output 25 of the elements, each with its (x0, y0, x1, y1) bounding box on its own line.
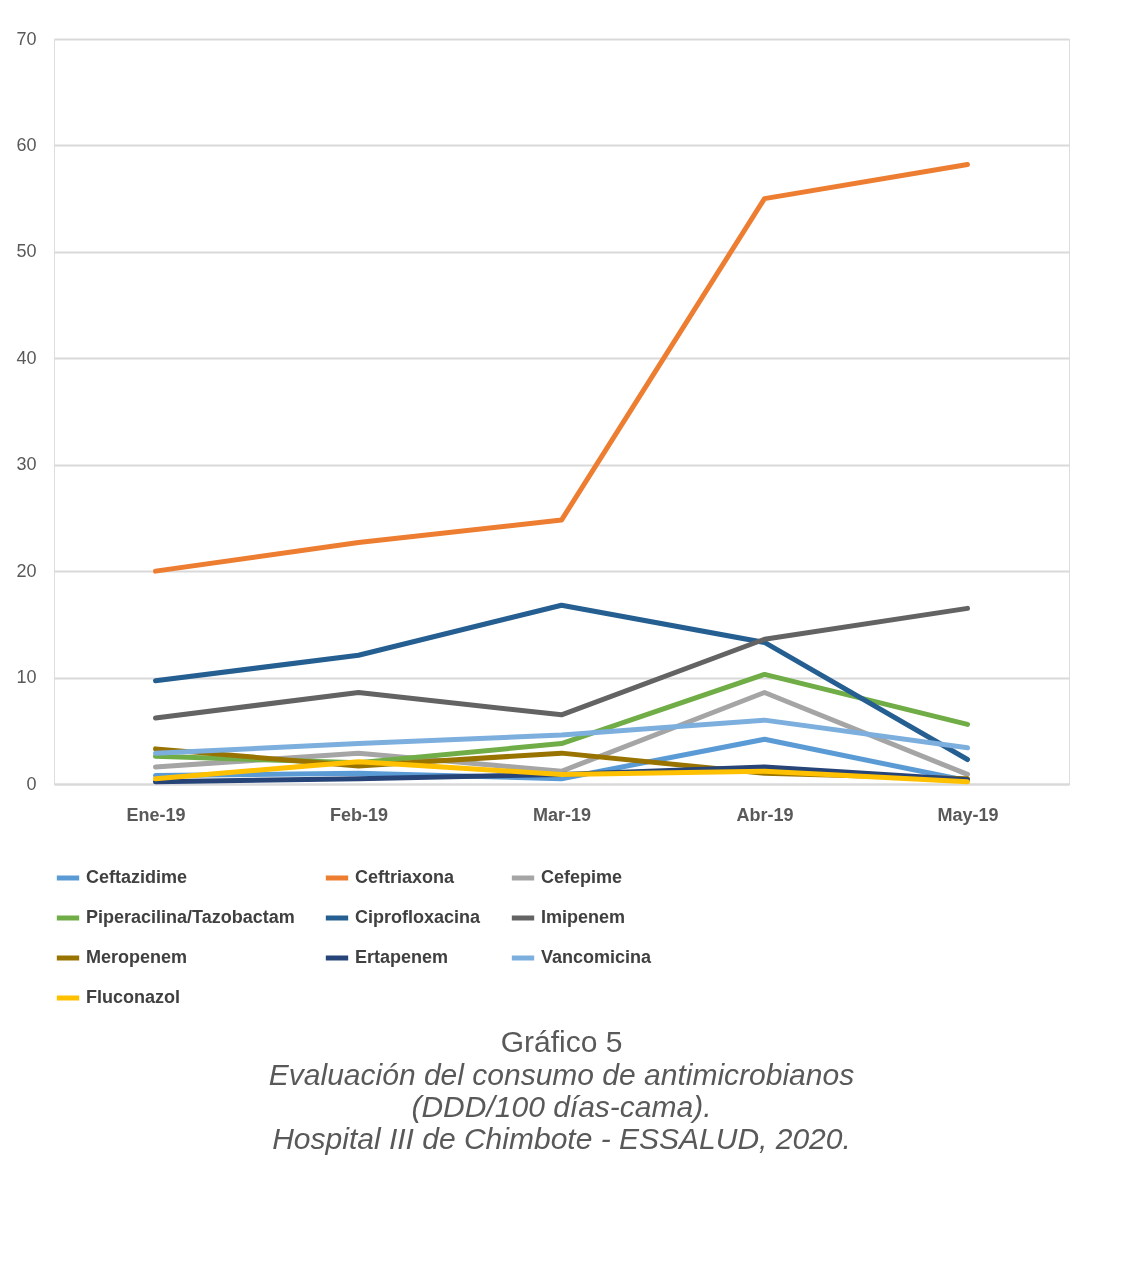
y-tick-label: 20 (16, 560, 37, 581)
legend-label: Vancomicina (541, 947, 653, 967)
y-tick-label: 0 (26, 773, 37, 794)
x-tick-label: Ene-19 (126, 804, 186, 825)
legend-label: Ertapenem (355, 947, 449, 967)
y-tick-label: 70 (16, 28, 37, 49)
text: Evaluación del consumo de antimicrobianos (DDD/100 días-cama). Hospital III de Chimbote - ESSALUD, 2020. (268, 1058, 855, 1155)
legend-label: Fluconazol (86, 987, 180, 1007)
legend-label: Ceftriaxona (355, 867, 456, 887)
legend-label: Ceftazidime (86, 867, 188, 887)
x-tick-label: Mar-19 (532, 804, 592, 825)
x-tick-label: Feb-19 (329, 804, 389, 825)
legend-label: Ciprofloxacina (355, 907, 482, 927)
legend-label: Cefepime (541, 867, 623, 887)
legend-label: Meropenem (86, 947, 188, 967)
y-tick-label: 60 (16, 134, 37, 155)
text: Gráfico 5 (500, 1025, 623, 1058)
x-tick-label: Abr-19 (736, 804, 794, 825)
y-tick-label: 30 (16, 454, 37, 475)
y-tick-label: 40 (16, 347, 37, 368)
y-tick-label: 50 (16, 241, 37, 262)
y-tick-label: 10 (16, 667, 37, 688)
legend-label: Piperacilina/Tazobactam (86, 907, 295, 927)
legend-label: Imipenem (541, 907, 626, 927)
x-tick-label: May-19 (937, 804, 999, 825)
